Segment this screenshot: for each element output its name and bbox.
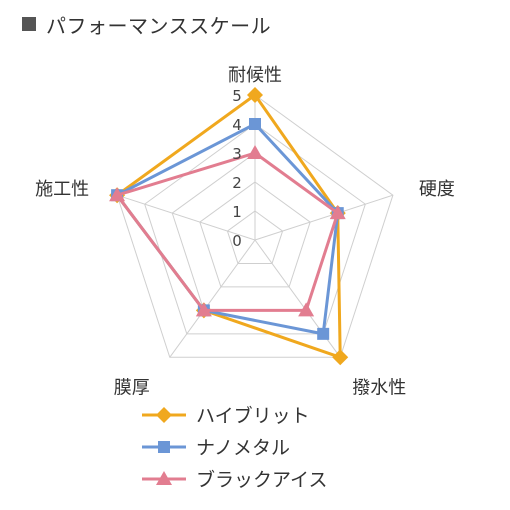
legend-marker (156, 471, 172, 485)
series-line (115, 122, 340, 336)
axis-label: 耐候性 (228, 65, 282, 86)
data-point (247, 87, 263, 103)
legend-label: ブラックアイス (196, 468, 327, 491)
grid-spoke (116, 194, 256, 241)
axis-label: 施工性 (35, 179, 89, 200)
tick-label: 5 (232, 87, 242, 105)
axis-label: 撥水性 (352, 377, 406, 398)
tick-label: 1 (232, 203, 242, 221)
axis-label: 膜厚 (114, 377, 150, 398)
legend-marker (156, 407, 172, 423)
series-line (115, 93, 342, 359)
legend-label: ハイブリット (196, 404, 310, 427)
legend-label: ナノメタル (196, 437, 290, 459)
grid-spoke (254, 194, 394, 241)
tick-label: 4 (232, 116, 242, 134)
grid-spoke (169, 239, 256, 358)
tick-label: 0 (232, 232, 242, 250)
data-point (249, 118, 261, 130)
grid-ring (144, 123, 366, 335)
grid-ring (199, 181, 311, 288)
data-point (317, 327, 330, 340)
legend-marker (158, 441, 170, 453)
data-point (298, 302, 315, 317)
data-point (195, 302, 212, 317)
data-point (109, 187, 126, 202)
data-point (247, 145, 263, 159)
tick-label: 3 (232, 145, 242, 163)
series-line (115, 151, 340, 312)
axis-label: 硬度 (419, 179, 455, 200)
grid-ring (226, 210, 284, 264)
tick-label: 2 (232, 174, 242, 192)
title-square-icon (22, 17, 36, 31)
data-point (332, 349, 349, 366)
chart-header: パフォーマンススケール (22, 10, 271, 38)
chart-title: パフォーマンススケール (46, 13, 272, 38)
data-point (329, 205, 346, 220)
